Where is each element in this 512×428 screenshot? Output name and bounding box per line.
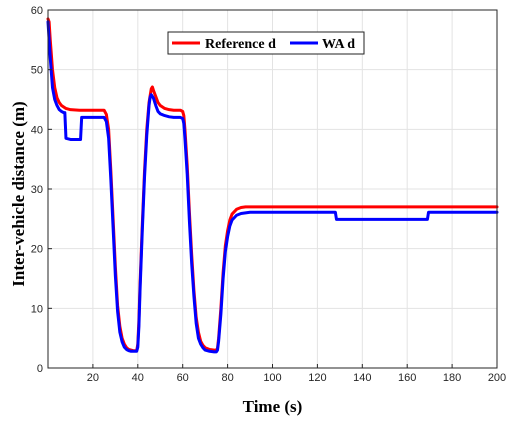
y-tick-label: 10 (31, 303, 43, 315)
series-line-reference-d (46, 17, 499, 353)
y-tick-label: 30 (31, 184, 43, 196)
grid-lines (48, 9, 498, 369)
y-axis-ticks: 0 10 20 30 40 50 60 (31, 5, 52, 375)
x-tick-label: 180 (443, 372, 461, 384)
legend: Reference d WA d (167, 31, 365, 55)
y-tick-label: 60 (31, 5, 43, 17)
y-tick-label: 40 (31, 124, 43, 136)
legend-box (167, 31, 365, 55)
legend-label-reference-d: Reference d (205, 37, 276, 52)
x-tick-label: 100 (263, 372, 281, 384)
x-tick-label: 20 (87, 372, 99, 384)
x-tick-label: 40 (132, 372, 144, 384)
y-axis-label: Inter-vehicle distance (m) (9, 101, 28, 286)
series-line-wa-d (46, 20, 499, 354)
x-axis-ticks: 20 40 60 80 100 120 140 160 180 200 (87, 364, 506, 384)
x-tick-label: 60 (177, 372, 189, 384)
legend-label-wa-d: WA d (322, 37, 355, 52)
x-tick-label: 80 (221, 372, 233, 384)
y-tick-label: 0 (37, 363, 43, 375)
x-tick-label: 160 (398, 372, 416, 384)
series-layer (46, 17, 499, 354)
y-tick-label: 50 (31, 65, 43, 77)
x-tick-label: 120 (308, 372, 326, 384)
y-tick-label: 20 (31, 244, 43, 256)
x-axis-label: Time (s) (243, 397, 303, 416)
x-tick-label: 200 (488, 372, 506, 384)
x-tick-label: 140 (353, 372, 371, 384)
